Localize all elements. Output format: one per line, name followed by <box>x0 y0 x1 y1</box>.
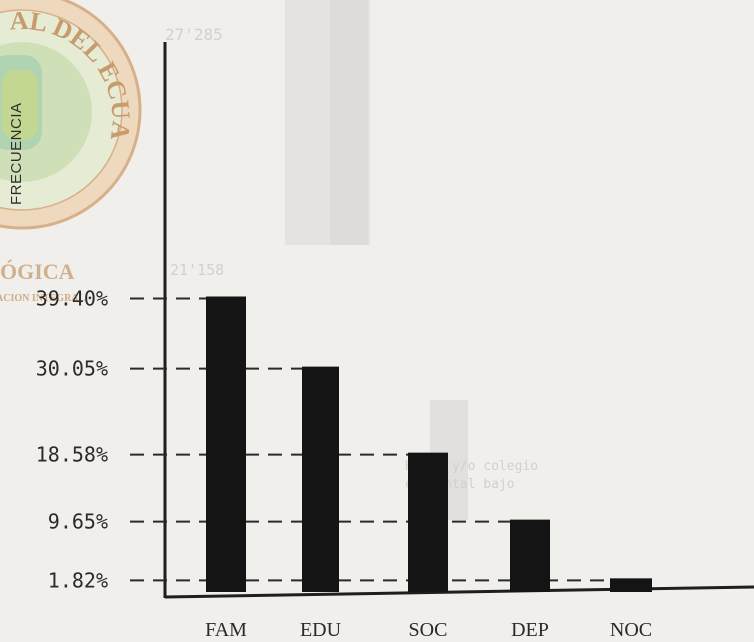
bar <box>610 578 652 592</box>
value-labels: 39.40% 30.05% 18.58% 9.65% 1.82% <box>36 287 108 593</box>
svg-text:21'158: 21'158 <box>170 261 224 279</box>
category-label: NOC <box>610 619 652 641</box>
category-label: DEP <box>511 619 549 641</box>
value-label: 39.40% <box>36 287 108 311</box>
seal-caption: ÓGICA <box>0 259 75 284</box>
bar <box>206 296 246 592</box>
category-label: SOC <box>409 619 448 641</box>
category-label: FAM <box>205 619 247 641</box>
bar <box>302 366 339 592</box>
category-labels: FAM EDU SOC DEP NOC <box>205 619 652 641</box>
institution-seal-watermark: AL DEL ECUADOR ÓGICA ACION INTEGRAL <box>0 0 142 304</box>
value-label: 1.82% <box>48 568 108 592</box>
seal-caption-2: ACION INTEGRAL <box>0 293 86 304</box>
value-label: 18.58% <box>36 443 108 467</box>
bar <box>510 519 550 592</box>
value-label: 30.05% <box>36 357 108 381</box>
value-label: 9.65% <box>48 510 108 534</box>
y-axis-label: FRECUENCIA <box>8 102 25 205</box>
bar <box>408 452 448 592</box>
bars <box>206 296 652 592</box>
category-label: EDU <box>300 619 342 641</box>
x-axis-line <box>164 585 754 599</box>
svg-text:27'285: 27'285 <box>165 25 223 44</box>
